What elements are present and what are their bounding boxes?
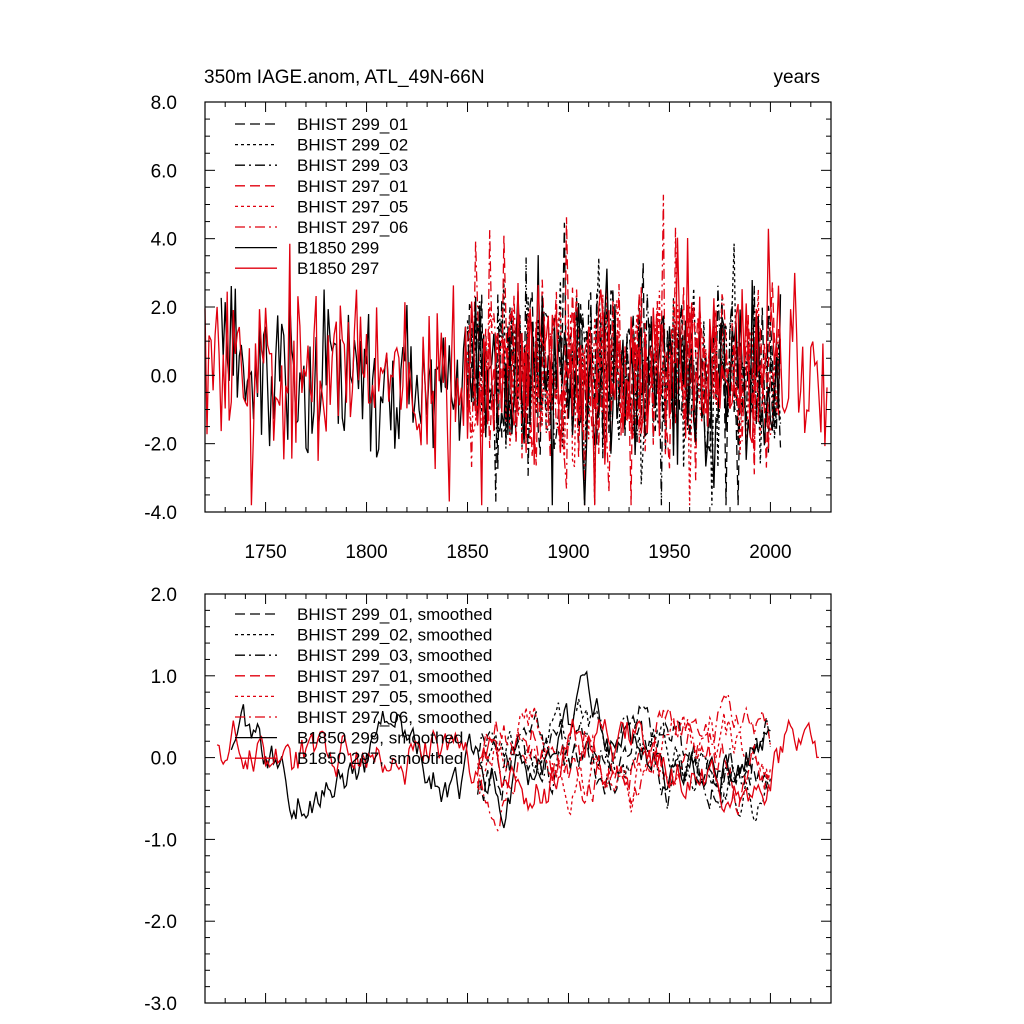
- bottom-panel: -3.0 -2.0 -1.0 0.0 1.0 2.0 BHIST 299_01, smoo…: [144, 585, 832, 1015]
- x-tick-label: 1800: [345, 542, 387, 563]
- bottom-series-group: [216, 670, 819, 832]
- legend-label-b1850-299-smoothed: B1850 299, smoothed: [297, 729, 463, 748]
- y-tick-label: -3.0: [144, 994, 177, 1015]
- legend-label-bhist-297-05: BHIST 297_05: [297, 197, 408, 216]
- legend-label-bhist-297-01: BHIST 297_01: [297, 177, 408, 196]
- x-tick-label: 1750: [244, 542, 286, 563]
- legend-label-bhist-297-05-smoothed: BHIST 297_05, smoothed: [297, 687, 492, 706]
- bottom-legend: BHIST 299_01, smoothed BHIST 299_02, smoo…: [235, 605, 492, 768]
- y-tick-label: 1.0: [151, 667, 177, 688]
- series-line-bhist-299-03-smoothed: [477, 714, 772, 810]
- series-line-bhist-297-05-smoothed: [476, 706, 772, 816]
- y-tick-label: 8.0: [151, 93, 177, 114]
- x-tick-label: 1900: [547, 542, 589, 563]
- series-line-b1850-299: [220, 255, 782, 506]
- legend-label-bhist-297-01-smoothed: BHIST 297_01, smoothed: [297, 667, 492, 686]
- bottom-plot-frame: [204, 593, 832, 1004]
- series-line-b1850-297-smoothed: [216, 718, 819, 814]
- series-line-b1850-299-smoothed: [230, 670, 771, 829]
- bottom-axis-ticks: -3.0 -2.0 -1.0 0.0 1.0 2.0: [144, 585, 832, 1015]
- legend-label-b1850-297: B1850 297: [297, 259, 379, 278]
- y-tick-label: 2.0: [151, 585, 177, 606]
- legend-label-bhist-299-03-smoothed: BHIST 299_03, smoothed: [297, 646, 492, 665]
- y-tick-label: 0.0: [151, 749, 177, 770]
- y-tick-label: -2.0: [144, 435, 177, 456]
- top-axis-ticks: -4.0 -2.0 0.0 2.0 4.0 6.0 8.0 1750 1800 1850 1900 1…: [144, 93, 832, 563]
- legend-label-bhist-297-06-smoothed: BHIST 297_06, smoothed: [297, 708, 492, 727]
- legend-label-bhist-299-03: BHIST 299_03: [297, 156, 408, 175]
- legend-label-bhist-299-02-smoothed: BHIST 299_02, smoothed: [297, 626, 492, 645]
- top-series-group: [204, 194, 828, 506]
- legend-label-bhist-299-01-smoothed: BHIST 299_01, smoothed: [297, 605, 492, 624]
- y-tick-label: 4.0: [151, 230, 177, 251]
- y-tick-label: -2.0: [144, 912, 177, 933]
- x-tick-label: 1950: [648, 542, 690, 563]
- x-tick-label: 2000: [749, 542, 791, 563]
- series-line-b1850-297: [204, 228, 828, 506]
- x-tick-label: 1850: [446, 542, 488, 563]
- y-tick-label: 2.0: [151, 298, 177, 319]
- legend-label-bhist-299-02: BHIST 299_02: [297, 136, 408, 155]
- y-tick-label: 6.0: [151, 161, 177, 182]
- legend-label-b1850-297-smoothed: B1850 297, smoothed: [297, 749, 463, 768]
- units-label: years: [774, 67, 820, 88]
- legend-label-bhist-297-06: BHIST 297_06: [297, 218, 408, 237]
- y-tick-label: -4.0: [144, 503, 177, 524]
- y-tick-label: 0.0: [151, 366, 177, 387]
- series-line-bhist-297-06-smoothed: [476, 692, 772, 832]
- top-panel: 350m IAGE.anom, ATL_49N-66N years -4.0 -2…: [144, 67, 832, 563]
- legend-label-b1850-299: B1850 299: [297, 239, 379, 258]
- legend-label-bhist-299-01: BHIST 299_01: [297, 115, 408, 134]
- chart-title: 350m IAGE.anom, ATL_49N-66N: [204, 67, 485, 88]
- y-tick-label: -1.0: [144, 830, 177, 851]
